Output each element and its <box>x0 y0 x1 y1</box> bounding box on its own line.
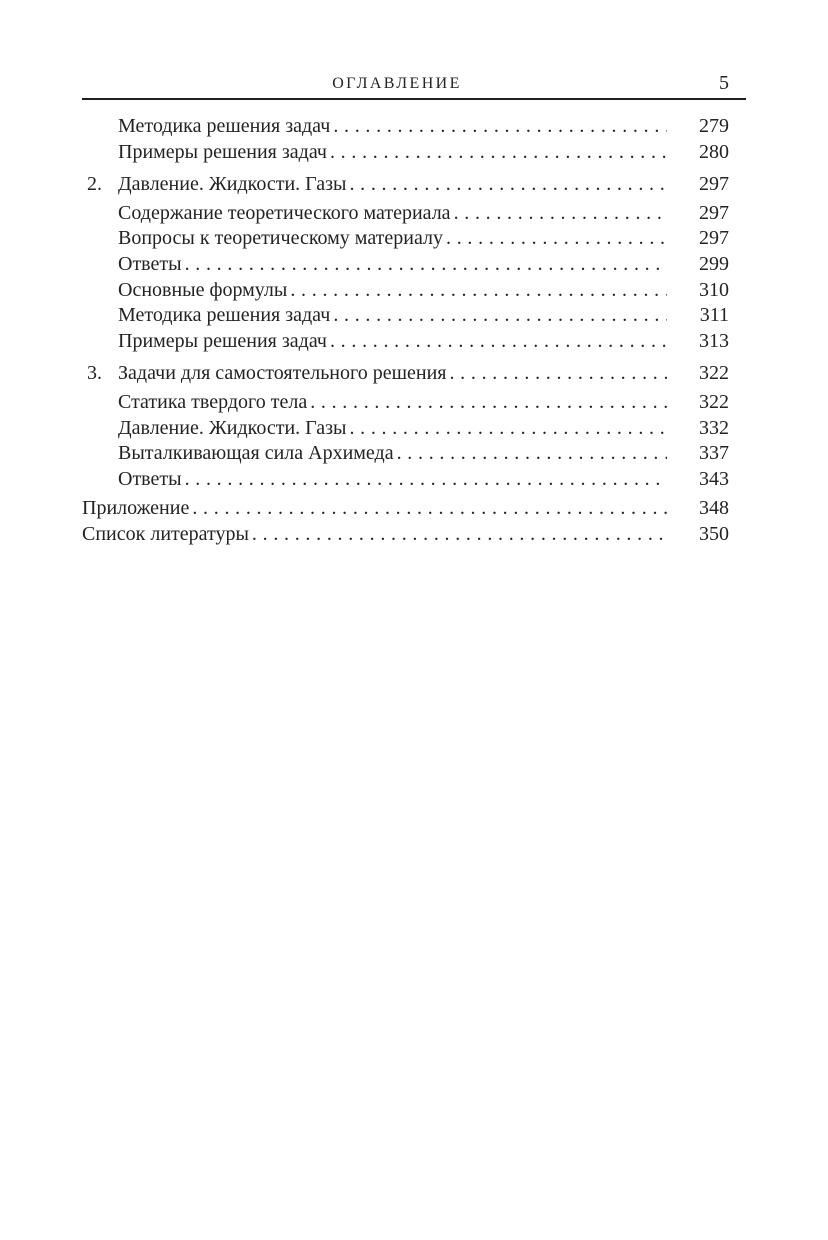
dot-leader <box>330 114 667 140</box>
toc-entry-page: 297 <box>699 227 729 250</box>
toc-entry-page: 350 <box>699 522 729 545</box>
toc-entry: Приложение 348 <box>82 496 746 522</box>
toc-entry-label: Ответы <box>118 252 182 275</box>
toc-entry-label: Примеры решения задач <box>118 140 327 163</box>
toc-entry-number: 2. <box>87 173 102 196</box>
toc-entry-label: Методика решения задач <box>118 115 331 137</box>
toc-entry-label: Статика твердого тела <box>118 390 308 413</box>
text-block: ОГЛАВЛЕНИЕ 5 Методика решения задач 279 … <box>82 72 746 548</box>
toc-entry-label: Выталкивающая сила Архимеда <box>118 442 394 465</box>
toc-entry-label: Давление. Жидкости. Газы <box>118 173 347 196</box>
dot-leader <box>189 496 667 522</box>
toc-entry-page: 337 <box>699 442 729 465</box>
toc-entry-label: Список литературы <box>82 522 249 545</box>
toc-entry-label: Примеры решения задач <box>118 329 327 352</box>
toc-entry: Примеры решения задач 280 <box>82 140 746 166</box>
toc-entry: Давление. Жидкости. Газы 332 <box>82 416 746 442</box>
toc-entry-number: 3. <box>87 362 102 385</box>
toc-entry-page: 343 <box>699 467 729 490</box>
toc-entry-page: 310 <box>699 278 729 301</box>
toc-entry: Ответы 343 <box>82 467 746 493</box>
dot-leader <box>249 522 667 548</box>
toc-entry: Основные формулы 310 <box>82 278 746 304</box>
toc-entry-page: 332 <box>699 416 729 439</box>
toc-entry-page: 299 <box>699 252 729 275</box>
toc-entry: 3. Задачи для самостоятельного решения 3… <box>82 361 746 387</box>
toc-entry-label: Основные формулы <box>118 278 288 301</box>
toc-entry: Статика твердого тела 322 <box>82 390 746 416</box>
toc-entry-label: Задачи для самостоятельного решения <box>118 362 447 385</box>
toc-entry-page: 348 <box>699 497 729 520</box>
toc-entry-page: 311 <box>699 304 729 327</box>
dot-leader <box>346 172 667 198</box>
page-header: ОГЛАВЛЕНИЕ 5 <box>82 72 746 96</box>
toc-entry-page: 322 <box>699 390 729 413</box>
dot-leader <box>346 416 667 442</box>
toc-entry-label: Ответы <box>118 467 182 490</box>
toc-entry: Методика решения задач 311 <box>82 303 746 329</box>
toc-entry: Ответы 299 <box>82 252 746 278</box>
dot-leader <box>446 361 667 387</box>
toc-entry: Содержание теоретического материала 297 <box>82 201 746 227</box>
dot-leader <box>182 467 667 493</box>
dot-leader <box>451 201 667 227</box>
toc-entry-page: 322 <box>699 362 729 385</box>
dot-leader <box>287 278 667 304</box>
toc-entry-page: 313 <box>699 329 729 352</box>
toc-entry: Список литературы 350 <box>82 522 746 548</box>
toc-entry-page: 279 <box>699 115 729 137</box>
toc-list: Методика решения задач 279 Примеры решен… <box>82 100 746 548</box>
toc-entry-label: Вопросы к теоретическому материалу <box>118 227 444 250</box>
toc-entry: Методика решения задач 279 <box>82 114 746 140</box>
dot-leader <box>443 226 667 252</box>
toc-entry-label: Содержание теоретического материала <box>118 201 451 224</box>
page-header-number: 5 <box>719 72 729 94</box>
toc-entry-page: 280 <box>699 140 729 163</box>
dot-leader <box>182 252 667 278</box>
toc-entry: 2. Давление. Жидкости. Газы 297 <box>82 172 746 198</box>
toc-entry-label: Приложение <box>82 497 190 520</box>
page-header-title: ОГЛАВЛЕНИЕ <box>332 75 462 92</box>
dot-leader <box>327 140 667 166</box>
dot-leader <box>394 441 667 467</box>
header-rule <box>82 98 746 100</box>
toc-entry-page: 297 <box>699 173 729 196</box>
toc-entry: Выталкивающая сила Архимеда 337 <box>82 441 746 467</box>
toc-entry-page: 297 <box>699 201 729 224</box>
toc-entry-label: Давление. Жидкости. Газы <box>118 416 347 439</box>
dot-leader <box>330 303 667 329</box>
toc-entry: Примеры решения задач 313 <box>82 329 746 355</box>
toc-entry-label: Методика решения задач <box>118 304 331 327</box>
dot-leader <box>307 390 667 416</box>
dot-leader <box>327 329 667 355</box>
toc-entry: Вопросы к теоретическому материалу 297 <box>82 226 746 252</box>
